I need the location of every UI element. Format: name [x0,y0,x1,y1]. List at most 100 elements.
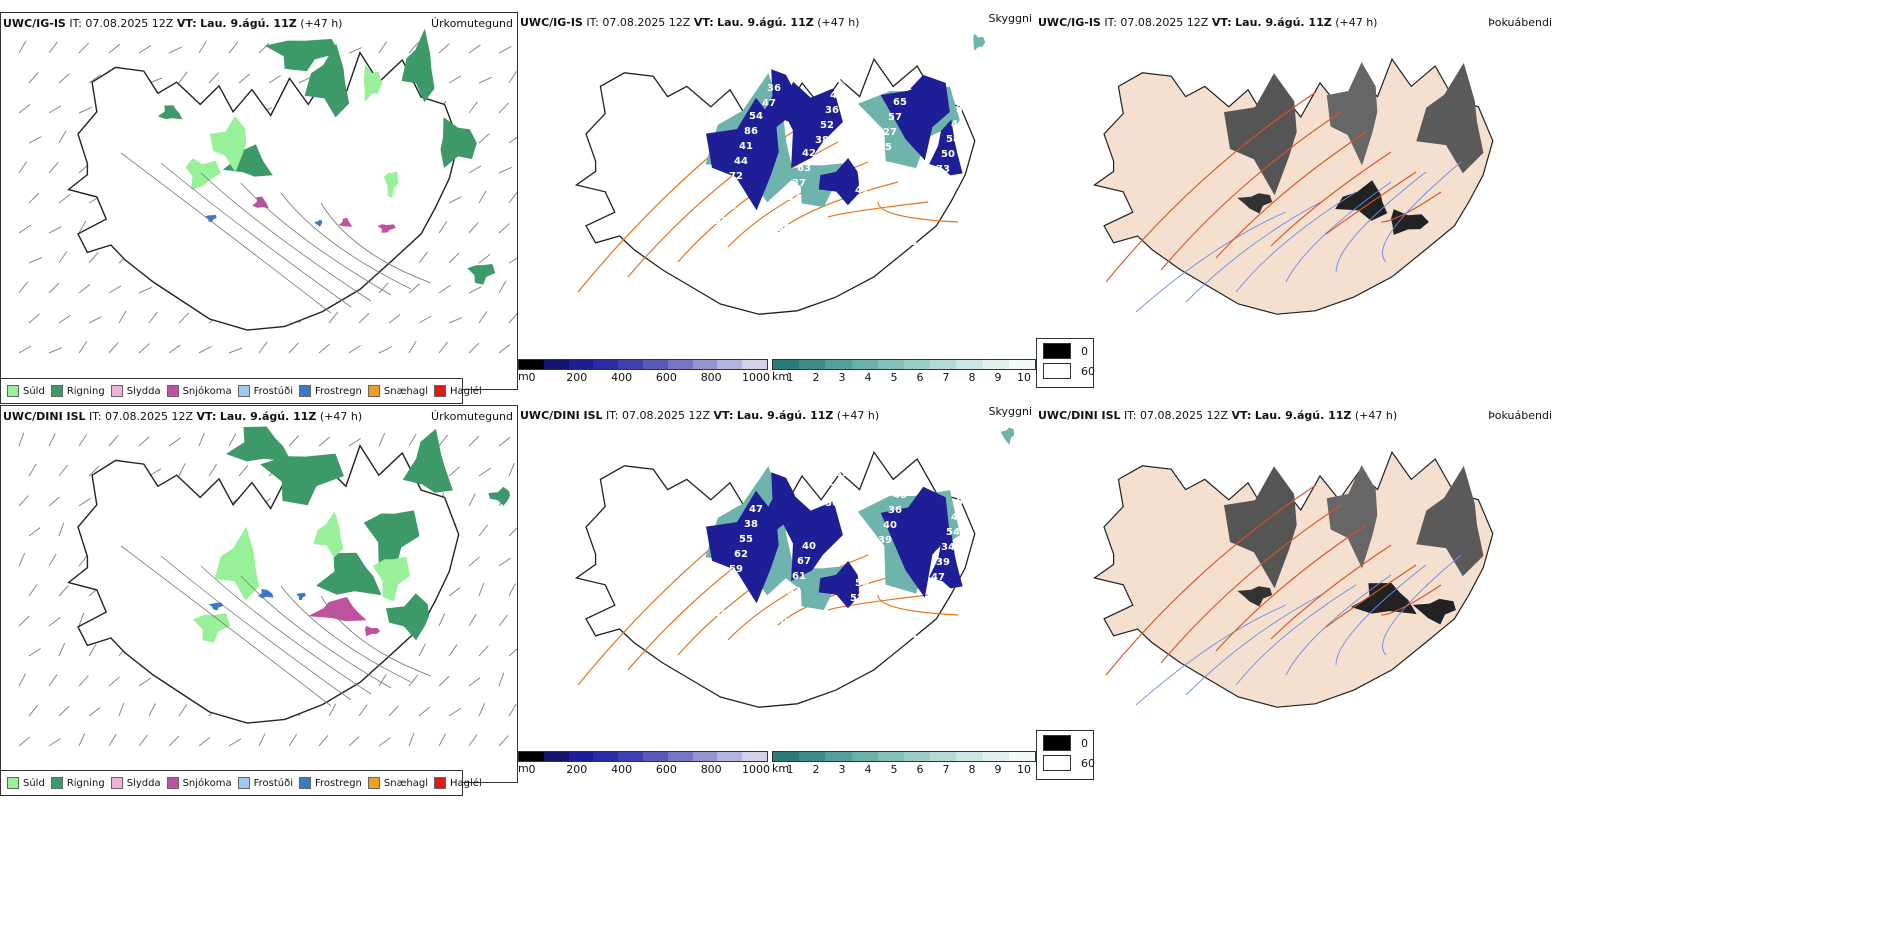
wind-barb [468,677,481,687]
forecast-row: UWC/DINI ISL IT: 07.08.2025 12Z VT: Lau.… [0,405,1900,797]
cloud-base-scale: m 0 200 400 600 800 1000 [518,359,770,385]
cloud-base-value: 46 [830,90,844,101]
wind-barb [48,674,58,687]
scale-tick: 800 [700,763,722,776]
wind-barb [498,614,509,627]
wind-barb [408,42,419,54]
coastline [67,51,460,331]
wind-barb [108,342,119,354]
rain-area [401,28,435,103]
road-line [877,594,959,616]
legend-swatch [299,777,311,789]
legend-swatch [110,777,123,789]
scale-colors [518,751,768,762]
wind-barb [468,435,480,447]
cloud-base-area [929,119,963,176]
scale-cell [519,360,544,369]
legend-label: Snæhagl [383,777,429,789]
lead-time: (+47 h) [1354,409,1398,422]
cloud-base-value: 40 [883,520,897,531]
legend-swatch [237,385,250,397]
legend-item: Snæhagl [367,385,428,397]
wind-barb [178,704,188,717]
wind-barb [198,736,211,747]
wind-barb [138,734,149,747]
freezing-rain-area [314,219,323,227]
wind-barb [28,72,39,84]
wind-barb [168,437,181,447]
snow-area [365,625,381,637]
cloud-base-value: 63 [797,163,811,174]
scale-cell [1008,752,1036,761]
wind-barb [88,74,101,84]
wind-barb [478,76,492,84]
valid-time-value: Lau. 9.ágú. 11Z [1254,409,1352,422]
scale-cell [642,360,668,369]
scale-tick: 400 [611,371,633,384]
wind-barb [418,315,432,324]
wind-barb [58,130,67,144]
visibility-area [973,33,986,51]
legend-swatch [434,777,447,789]
fog-area [1224,466,1297,589]
wind-barb [108,676,120,687]
river-line [1185,594,1322,696]
cloud-base-value: 50 [855,578,869,589]
scale-tick: 10 [1017,763,1031,776]
legend-item: Haglél [434,777,482,789]
scale-cell [543,752,569,761]
wind-barb [498,280,507,294]
wind-barb [108,435,119,447]
wind-barb [408,732,415,747]
wind-barb [378,282,389,294]
fog-legend-row: 0 [1043,735,1088,751]
rain-area [225,426,292,463]
wind-barb [378,346,392,354]
wind-barb [478,645,489,657]
cloud-base-area [818,158,859,206]
fog-legend-swatch [1043,343,1071,359]
wind-barb [508,257,517,264]
wind-barb [138,343,150,354]
wind-barb [198,40,207,54]
visibility-scale: km 1 2 3 4 5 6 7 8 9 10 [772,751,1036,777]
scale-tick: 1 [786,763,794,776]
wind-barb [48,282,60,294]
wind-barb [238,73,251,84]
wind-barb [478,582,485,597]
scale-unit: m [518,762,529,775]
legend-item: Snjókoma [166,777,232,789]
wind-barb [508,703,517,717]
wind-barb [448,196,462,204]
road-line [280,585,412,683]
wind-barb [78,612,85,627]
wind-barb [498,343,511,354]
cloud-base-area [880,74,950,161]
cloud-base-scale: m 0 200 400 600 800 1000 [518,751,770,777]
cloud-base-value: 57 [888,112,902,123]
wind-barb [258,42,270,54]
wind-barb [438,284,451,294]
road-line [1270,151,1392,247]
cloud-base-value: 39 [696,74,710,85]
scale-tick: 1 [786,371,794,384]
scale-cell [799,752,826,761]
drizzle-area [363,64,382,102]
cloud-base-value: 43 [772,631,786,642]
valid-time-value: Lau. 9.ágú. 11Z [736,409,834,422]
river-line [1235,191,1357,293]
visibility-scale: km 1 2 3 4 5 6 7 8 9 10 [772,359,1036,385]
wind-barb [78,733,86,747]
wind-barb [508,70,517,84]
scale-cell [851,752,878,761]
scale-cell [543,360,569,369]
wind-barb [438,733,447,747]
panel-header: UWC/IG-IS IT: 07.08.2025 12Z VT: Lau. 9.… [520,16,859,29]
fog-legend-label: 60 [1081,756,1095,770]
road-line [1215,524,1367,652]
land-area [1092,450,1494,708]
wind-barb [498,223,510,234]
wind-barb [448,317,463,324]
wind-barb [28,704,39,717]
drizzle-area [210,115,247,173]
